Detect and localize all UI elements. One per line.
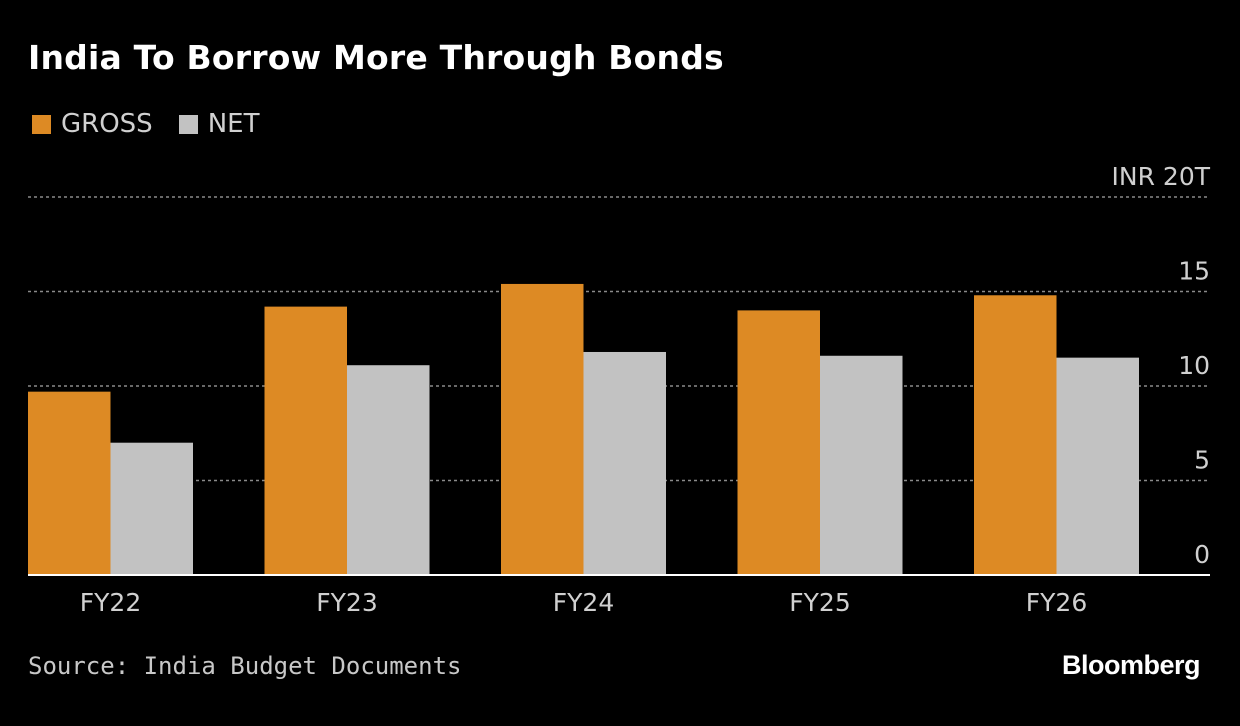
x-tick-label: FY24	[553, 588, 614, 617]
y-tick-label: 0	[1194, 540, 1210, 569]
axes: 0 5 10 15 INR 20T FY22 FY23 FY24 FY25 FY26	[28, 162, 1211, 617]
bars	[28, 283, 1139, 575]
x-tick-label: FY26	[1026, 588, 1087, 617]
bar-net-fy26	[1056, 357, 1139, 575]
bloomberg-logo: Bloomberg	[1061, 650, 1201, 680]
legend-label-gross: GROSS	[61, 109, 153, 139]
bar-net-fy24	[583, 351, 666, 575]
x-tick-label: FY23	[316, 588, 377, 617]
source-note: Source: India Budget Documents	[28, 652, 462, 680]
x-tick-label: FY25	[789, 588, 850, 617]
bar-gross-fy26	[974, 295, 1057, 575]
bar-gross-fy25	[737, 310, 820, 575]
y-tick-label: 10	[1178, 351, 1210, 380]
legend-item-net: NET	[178, 109, 260, 139]
bar-gross-fy22	[28, 391, 111, 575]
y-tick-label: INR 20T	[1112, 162, 1211, 191]
x-tick-label: FY22	[80, 588, 141, 617]
legend-item-gross: GROSS	[32, 109, 153, 139]
chart-title: India To Borrow More Through Bonds	[28, 38, 724, 77]
bar-gross-fy23	[264, 306, 347, 575]
legend-swatch-net	[178, 114, 198, 134]
bar-net-fy23	[347, 365, 430, 575]
legend: GROSS NET	[32, 109, 285, 139]
legend-swatch-gross	[32, 114, 51, 134]
bar-chart: 0 5 10 15 INR 20T FY22 FY23 FY24 FY25 FY26	[28, 162, 1211, 617]
bar-net-fy25	[820, 355, 903, 575]
legend-label-net: NET	[207, 109, 260, 139]
bar-gross-fy24	[501, 283, 584, 575]
y-tick-label: 15	[1178, 257, 1210, 286]
y-tick-label: 5	[1194, 446, 1210, 475]
bar-net-fy22	[110, 442, 193, 575]
